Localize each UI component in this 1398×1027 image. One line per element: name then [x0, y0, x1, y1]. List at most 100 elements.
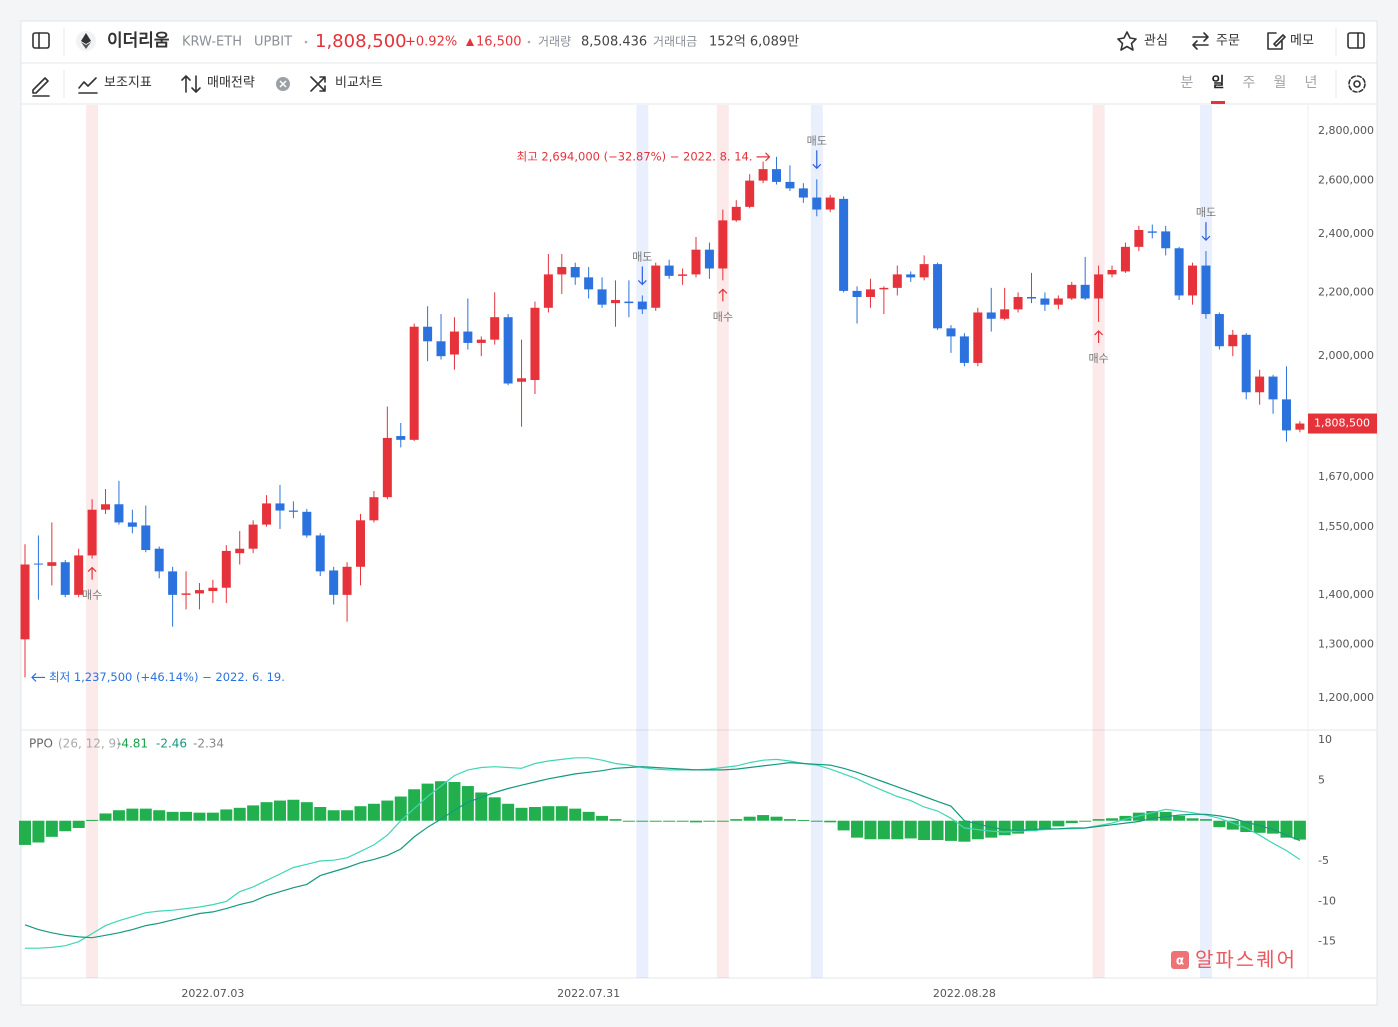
candle-body — [262, 503, 272, 525]
candle-body — [1214, 314, 1224, 347]
histogram-bar — [220, 809, 233, 821]
indicator-value: -4.81 — [117, 737, 148, 751]
histogram-bar — [1226, 820, 1239, 830]
histogram-bar — [32, 820, 45, 843]
histogram-bar — [636, 820, 649, 822]
up-arrow — [466, 38, 474, 46]
y-tick-label: 1,300,000 — [1318, 637, 1374, 650]
amount: 152억 6,089만 — [709, 35, 799, 50]
y-tick-label: 2,600,000 — [1318, 174, 1374, 187]
candle-body — [181, 593, 191, 595]
settings-button[interactable] — [1348, 75, 1366, 93]
candle-body — [1295, 423, 1305, 430]
candle-body — [637, 301, 647, 310]
candle-body — [1241, 334, 1251, 393]
histogram-bar — [797, 819, 810, 821]
candle-body — [1161, 231, 1171, 249]
histogram-bar — [757, 815, 770, 821]
histogram-bar — [435, 781, 448, 821]
histogram-bar — [730, 819, 743, 821]
candle-body — [141, 525, 151, 551]
signal-label: 매수 — [82, 589, 102, 602]
histogram-bar — [609, 819, 622, 821]
y-tick-label: 1,400,000 — [1318, 588, 1374, 601]
candle-body — [87, 509, 97, 556]
candle-body — [490, 317, 500, 340]
candle-body — [919, 264, 929, 278]
period-tab[interactable]: 년 — [1305, 75, 1318, 91]
histogram-bar — [1119, 815, 1132, 821]
candle-body — [168, 571, 178, 595]
candle-body — [973, 312, 983, 363]
strategy-button[interactable]: 매매전략 — [181, 75, 255, 93]
histogram-bar — [1146, 811, 1159, 821]
histogram-bar — [367, 803, 380, 821]
period-tab[interactable]: 일 — [1212, 75, 1225, 91]
candle-body — [557, 267, 567, 275]
histogram-bar — [622, 820, 635, 822]
histogram-bar — [703, 820, 716, 822]
watch-button[interactable]: 관심 — [1117, 31, 1168, 51]
indicator-params: (26, 12, 9) — [58, 737, 121, 751]
candle-body — [288, 510, 298, 512]
candle-body — [543, 274, 553, 308]
candle-body — [1281, 399, 1291, 431]
histogram-bar — [206, 812, 219, 821]
histogram-bar — [569, 808, 582, 821]
histogram-bar — [502, 803, 515, 821]
candle-body — [879, 287, 889, 290]
annotation: 최저 1,237,500 (+46.14%) − 2022. 6. 19. — [49, 670, 285, 684]
card — [20, 20, 1378, 1006]
candle-body — [892, 274, 902, 288]
candle-body — [154, 548, 164, 572]
separator — [304, 40, 308, 44]
candle-body — [329, 570, 339, 595]
watch-label: 관심 — [1144, 34, 1168, 49]
annotation: 최고 2,694,000 (−32.87%) − 2022. 8. 14. — [517, 149, 753, 163]
histogram-bar — [918, 820, 931, 841]
candle-body — [517, 378, 527, 382]
candle-body — [356, 520, 365, 567]
candle-body — [624, 301, 634, 304]
candle-body — [342, 566, 352, 595]
ppo-line — [24, 761, 1301, 939]
histogram-bar — [1253, 820, 1266, 833]
candle-body — [1174, 248, 1184, 296]
panel-toggle[interactable] — [1347, 32, 1365, 49]
indicator-title: PPO — [29, 737, 53, 751]
period-tab[interactable]: 주 — [1243, 75, 1256, 91]
histogram-bar — [1025, 820, 1038, 832]
buy-arrow — [1094, 330, 1104, 343]
histogram-bar — [1213, 820, 1226, 828]
candle-body — [758, 169, 768, 181]
candle-body — [1228, 334, 1238, 347]
change-rate: +0.92% — [405, 35, 457, 50]
candle-body — [476, 339, 486, 343]
candle-body — [812, 197, 822, 210]
period-tab[interactable]: 분 — [1181, 75, 1194, 91]
candle-body — [704, 249, 714, 269]
draw-tool[interactable] — [32, 77, 50, 97]
sidebar-toggle[interactable] — [32, 32, 50, 49]
candle-body — [194, 590, 204, 594]
histogram-bar — [783, 819, 796, 821]
candle-body — [691, 249, 701, 275]
compare-button[interactable]: 비교차트 — [310, 76, 383, 92]
order-button[interactable]: 주문 — [1192, 32, 1240, 50]
indicator-button[interactable]: 보조지표 — [78, 76, 152, 94]
y-tick-label: 2,000,000 — [1318, 349, 1374, 362]
amount-label: 거래대금 — [653, 35, 697, 49]
signal-label: 매도 — [807, 134, 827, 147]
symbol: KRW-ETH — [182, 35, 242, 50]
candle-body — [369, 497, 379, 521]
strategy-clear[interactable] — [276, 77, 290, 91]
candle-body — [718, 220, 728, 269]
histogram-bar — [260, 802, 273, 821]
histogram-bar — [1173, 815, 1186, 821]
candle-body — [248, 524, 258, 549]
period-tab[interactable]: 월 — [1274, 75, 1287, 91]
memo-button[interactable]: 메모 — [1267, 32, 1314, 50]
candle-body — [1053, 298, 1063, 305]
